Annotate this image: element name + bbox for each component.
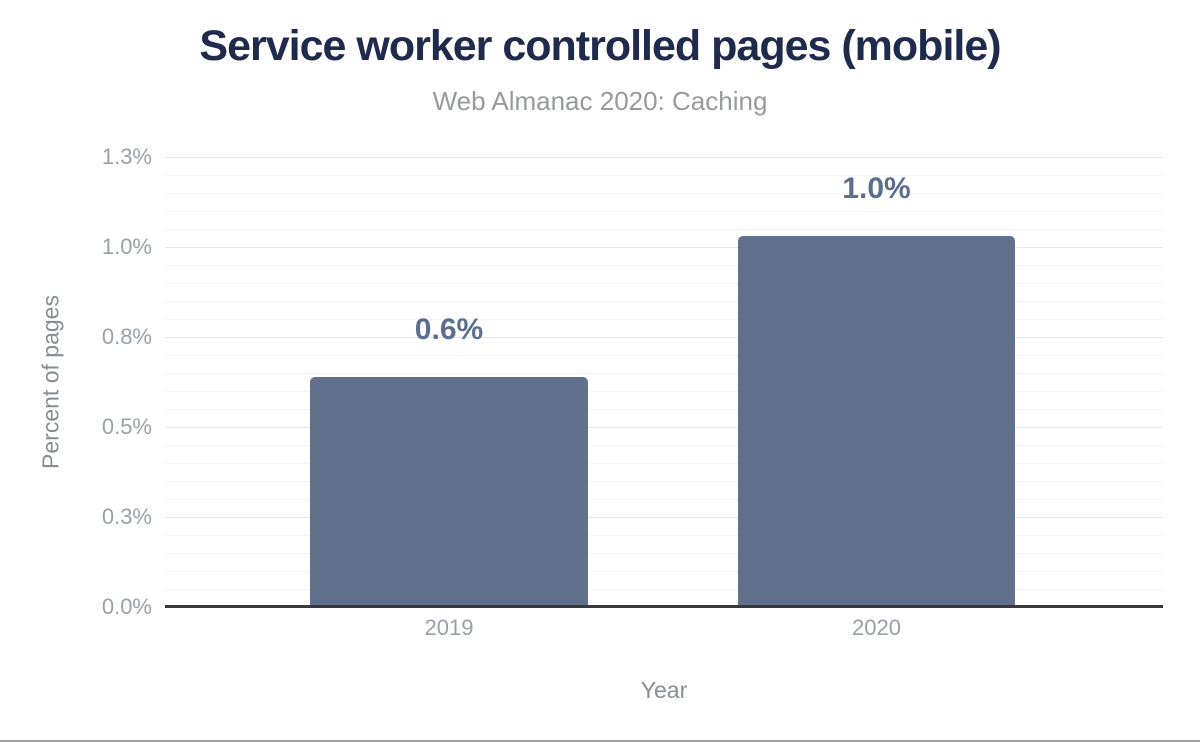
- gridline-minor: [165, 301, 1163, 302]
- x-tick-label: 2020: [852, 615, 901, 640]
- x-axis-tick-labels: 2019 2020: [165, 615, 1163, 641]
- gridline-minor: [165, 193, 1163, 194]
- gridline-major: [165, 517, 1163, 518]
- gridline-minor: [165, 265, 1163, 266]
- gridline-minor: [165, 409, 1163, 410]
- gridline-minor: [165, 373, 1163, 374]
- gridline-major: [165, 157, 1163, 158]
- x-axis-title: Year: [640, 677, 688, 703]
- gridline-minor: [165, 283, 1163, 284]
- gridline-minor: [165, 499, 1163, 500]
- gridline-minor: [165, 211, 1163, 212]
- bar-2019: [310, 377, 588, 607]
- gridline-major: [165, 337, 1163, 338]
- chart-title: Service worker controlled pages (mobile): [199, 22, 1001, 70]
- y-tick-label: 0.0%: [101, 594, 152, 619]
- gridline-minor: [165, 589, 1163, 590]
- y-tick-label: 1.0%: [101, 234, 152, 259]
- y-axis-tick-labels: 1.3% 1.0% 0.8% 0.5% 0.3% 0.0%: [0, 144, 152, 619]
- gridline-major: [165, 247, 1163, 248]
- gridline-minor: [165, 319, 1163, 320]
- x-tick-label: 2019: [424, 615, 474, 640]
- gridline-minor: [165, 553, 1163, 554]
- gridline-minor: [165, 175, 1163, 176]
- bar-value-label: 1.0%: [842, 172, 911, 205]
- gridline-minor: [165, 481, 1163, 482]
- y-tick-label: 0.5%: [101, 414, 152, 439]
- gridline-minor: [165, 229, 1163, 230]
- gridline-minor: [165, 355, 1163, 356]
- plot-area: 0.6% 1.0%: [165, 157, 1163, 607]
- gridline-minor: [165, 535, 1163, 536]
- y-tick-label: 0.3%: [101, 504, 152, 529]
- y-tick-label: 1.3%: [101, 144, 152, 169]
- gridline-minor: [165, 445, 1163, 446]
- chart-subtitle: Web Almanac 2020: Caching: [432, 86, 768, 116]
- bar-value-label: 0.6%: [414, 313, 484, 346]
- gridline-minor: [165, 571, 1163, 572]
- gridline-minor: [165, 463, 1163, 464]
- bar-2020: [738, 236, 1015, 607]
- gridline-major: [165, 427, 1163, 428]
- gridline-minor: [165, 391, 1163, 392]
- y-tick-label: 0.8%: [101, 324, 152, 349]
- x-axis-line: [165, 605, 1163, 608]
